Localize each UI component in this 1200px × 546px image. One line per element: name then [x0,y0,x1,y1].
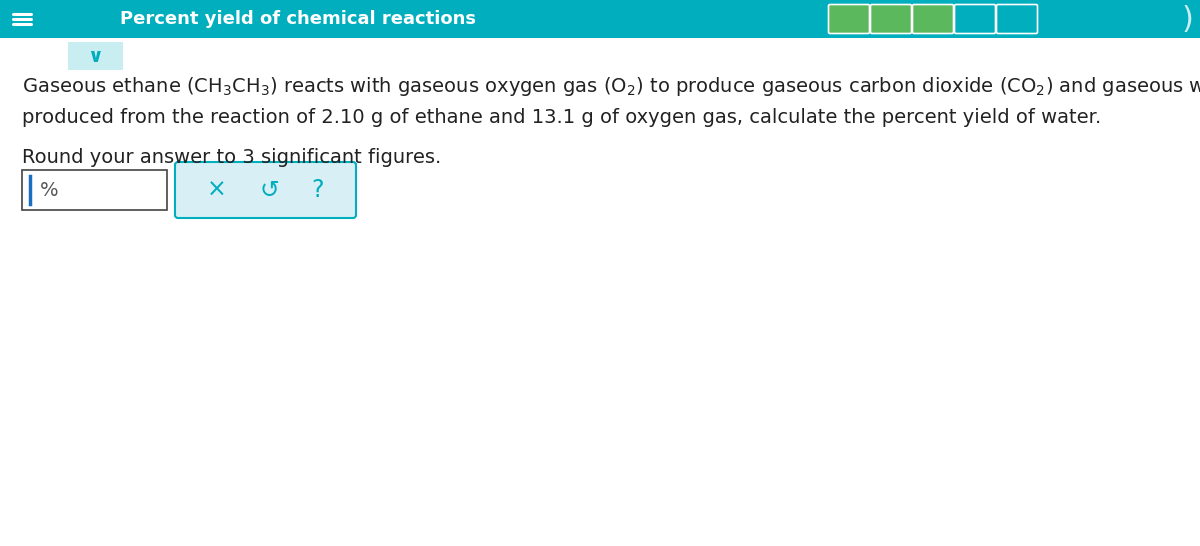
Text: ↺: ↺ [259,178,278,202]
Text: Gaseous ethane $\left(\mathrm{CH_3CH_3}\right)$ reacts with gaseous oxygen gas $: Gaseous ethane $\left(\mathrm{CH_3CH_3}\… [22,75,1200,98]
Text: %: % [40,181,59,199]
FancyBboxPatch shape [828,4,870,33]
FancyBboxPatch shape [870,4,912,33]
Text: Percent yield of chemical reactions: Percent yield of chemical reactions [120,10,476,28]
Text: Round your answer to 3 significant figures.: Round your answer to 3 significant figur… [22,148,442,167]
FancyBboxPatch shape [996,4,1038,33]
Text: ?: ? [312,178,324,202]
FancyBboxPatch shape [954,4,996,33]
Text: ∨: ∨ [88,46,103,66]
FancyBboxPatch shape [0,0,1200,38]
FancyBboxPatch shape [175,162,356,218]
FancyBboxPatch shape [912,4,954,33]
Text: ×: × [206,178,227,202]
FancyBboxPatch shape [68,42,124,70]
Text: ): ) [1182,4,1194,33]
FancyBboxPatch shape [22,170,167,210]
Text: produced from the reaction of 2.10 g of ethane and 13.1 g of oxygen gas, calcula: produced from the reaction of 2.10 g of … [22,108,1102,127]
